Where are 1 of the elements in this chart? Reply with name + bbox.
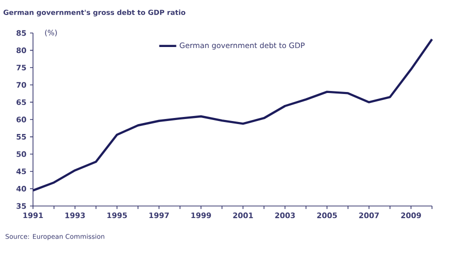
line-series	[32, 38, 434, 192]
